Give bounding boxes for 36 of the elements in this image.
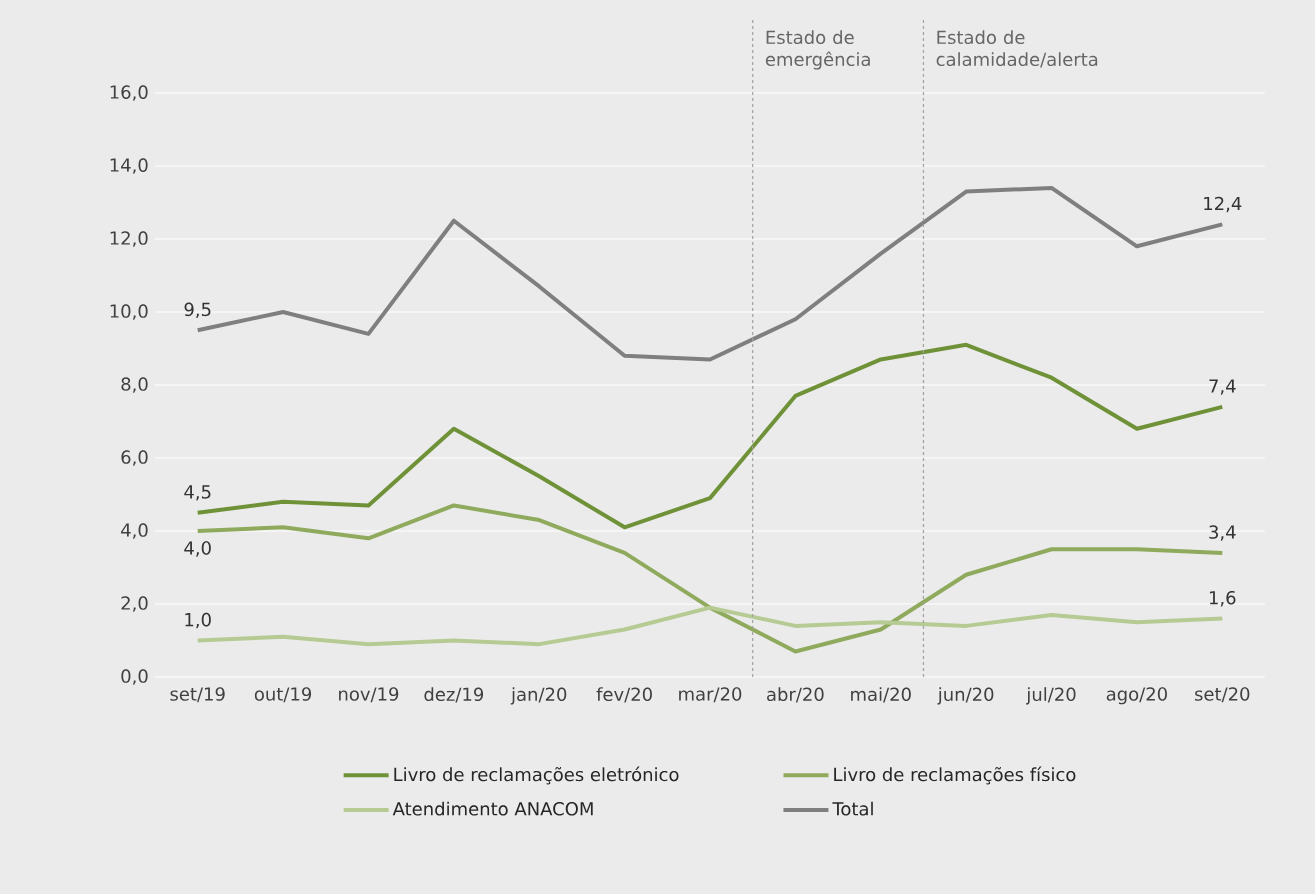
legend-label: Atendimento ANACOM <box>392 801 593 816</box>
data-label: 1,6 <box>1209 590 1236 607</box>
x-tick-label: fev/20 <box>596 687 652 703</box>
x-tick-label: jun/20 <box>937 687 994 705</box>
x-tick-label: dez/19 <box>424 687 484 703</box>
data-label: 3,4 <box>1209 525 1236 541</box>
legend-label: Livro de reclamações eletrónico <box>394 766 679 785</box>
data-label: 4,0 <box>184 541 211 557</box>
y-tick-label: 16,0 <box>110 85 148 101</box>
legend-label: Livro de reclamações físico <box>834 766 1076 785</box>
y-tick-label: 4,0 <box>121 523 148 539</box>
x-tick-label: mar/20 <box>679 687 742 703</box>
x-tick-label: set/20 <box>1195 687 1250 703</box>
data-label: 1,0 <box>185 612 211 629</box>
x-tick-label: jan/20 <box>510 687 567 705</box>
y-tick-label: 8,0 <box>121 377 148 393</box>
y-tick-label: 12,0 <box>110 231 148 247</box>
x-tick-label: jul/20 <box>1026 687 1076 705</box>
y-tick-label: 14,0 <box>110 158 148 174</box>
y-tick-label: 0,0 <box>121 669 148 685</box>
y-tick-label: 6,0 <box>121 450 148 466</box>
data-label: 4,5 <box>184 485 211 501</box>
y-tick-label: 10,0 <box>110 304 148 320</box>
data-label: 12,4 <box>1204 196 1242 213</box>
legend-label: Total <box>832 801 873 816</box>
x-tick-label: abr/20 <box>767 687 824 703</box>
y-tick-label: 2,0 <box>121 596 148 612</box>
x-tick-label: set/19 <box>170 687 225 703</box>
annotation: Estado de calamidade/alerta <box>936 30 1098 68</box>
x-tick-label: ago/20 <box>1106 687 1167 705</box>
x-tick-label: out/19 <box>254 687 312 703</box>
data-label: 7,4 <box>1209 379 1236 395</box>
x-tick-label: mai/20 <box>851 687 911 703</box>
data-label: 9,5 <box>184 302 211 319</box>
x-tick-label: nov/19 <box>339 687 399 703</box>
annotation: Estado de emergência <box>765 30 870 70</box>
